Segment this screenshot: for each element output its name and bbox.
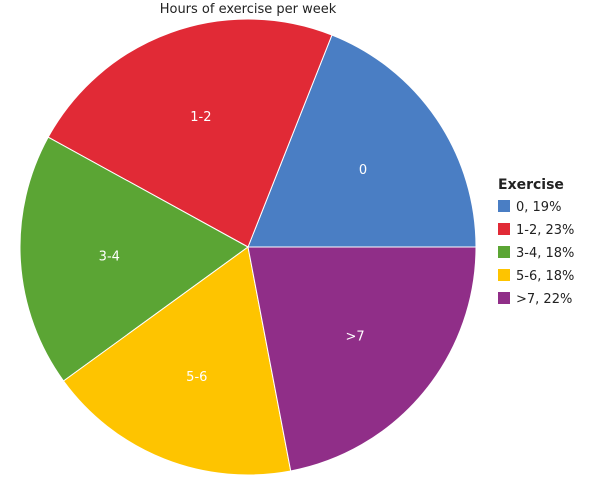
pie-slice [47, 18, 333, 248]
pie-slice [247, 34, 477, 248]
pie-slice [62, 246, 292, 476]
slice-label: 0 [359, 163, 367, 178]
legend-label: 0, 19% [516, 200, 561, 215]
slice-label: >7 [346, 330, 365, 345]
slice-label: 3-4 [99, 250, 120, 265]
legend-label: 5-6, 18% [516, 269, 574, 284]
legend: Exercise 0, 19% 1-2, 23% 3-4, 18% 5-6, 18% >… [498, 177, 574, 307]
legend-label: >7, 22% [516, 292, 572, 307]
pie-slice [247, 246, 477, 472]
pie-slices [19, 18, 477, 476]
pie-slice [19, 136, 249, 382]
legend-swatch [498, 246, 510, 258]
pie-slice-labels: 0 1-2 3-4 5-6 >7 [99, 110, 367, 385]
legend-title: Exercise [498, 177, 564, 193]
slice-label: 1-2 [190, 110, 211, 125]
legend-swatch [498, 200, 510, 212]
legend-label: 3-4, 18% [516, 246, 574, 261]
legend-label: 1-2, 23% [516, 223, 574, 238]
legend-swatch [498, 269, 510, 281]
legend-swatch [498, 223, 510, 235]
chart-title: Hours of exercise per week [160, 2, 337, 17]
slice-label: 5-6 [186, 370, 207, 385]
legend-items: 0, 19% 1-2, 23% 3-4, 18% 5-6, 18% >7, 22% [498, 200, 574, 307]
legend-swatch [498, 292, 510, 304]
